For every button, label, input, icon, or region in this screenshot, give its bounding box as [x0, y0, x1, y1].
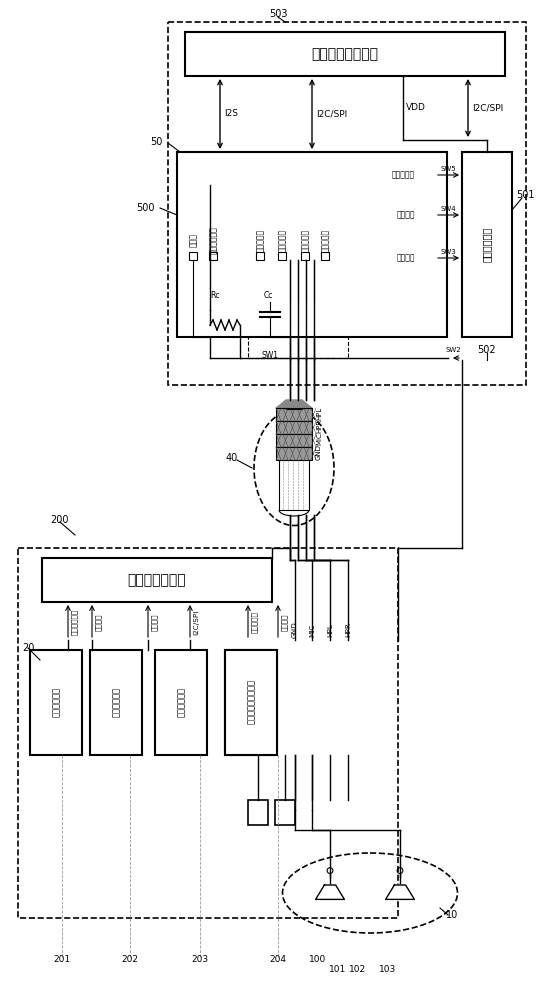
Bar — [276, 421, 312, 434]
Text: 共用数据管理系统: 共用数据管理系统 — [312, 47, 379, 61]
Polygon shape — [276, 400, 312, 408]
Text: 103: 103 — [379, 966, 397, 974]
Polygon shape — [386, 885, 415, 899]
Text: 地线口: 地线口 — [189, 233, 197, 247]
Text: 时钟信号: 时钟信号 — [95, 613, 102, 631]
Bar — [18, 548, 398, 918]
Text: I2C/SPI: I2C/SPI — [472, 104, 503, 112]
Text: SW5: SW5 — [440, 166, 456, 172]
Text: 40: 40 — [226, 453, 238, 463]
Bar — [276, 434, 312, 447]
Text: 时钟接口: 时钟接口 — [397, 211, 415, 220]
Text: 502: 502 — [478, 345, 496, 355]
Text: 500: 500 — [137, 203, 155, 213]
Text: 20: 20 — [22, 643, 34, 653]
Text: 数字视频信号: 数字视频信号 — [71, 609, 78, 635]
Text: 主麦克风模块: 主麦克风模块 — [52, 687, 60, 717]
Bar — [276, 447, 312, 460]
Text: HPL: HPL — [316, 406, 322, 420]
Text: 10: 10 — [446, 910, 458, 920]
Bar — [248, 800, 268, 825]
Text: 主时钟接口: 主时钟接口 — [392, 170, 415, 180]
Text: 50: 50 — [151, 137, 163, 147]
Text: VDD: VDD — [406, 104, 426, 112]
Bar — [225, 650, 277, 755]
Text: HPR: HPR — [345, 623, 351, 637]
Bar — [256, 252, 264, 260]
Bar — [321, 252, 329, 260]
Text: 可选接口: 可选接口 — [151, 613, 158, 631]
Text: 204: 204 — [269, 956, 287, 964]
Bar — [278, 252, 286, 260]
Text: 左声道接口: 左声道接口 — [300, 228, 310, 252]
Text: MIC: MIC — [316, 433, 322, 445]
Text: Cc: Cc — [263, 292, 273, 300]
Text: 附加功能模块: 附加功能模块 — [176, 687, 186, 717]
Bar — [286, 400, 302, 409]
Text: 203: 203 — [191, 956, 208, 964]
Bar — [168, 22, 526, 385]
Text: 200: 200 — [50, 515, 69, 525]
Text: 主机转换模块: 主机转换模块 — [482, 226, 492, 262]
Bar — [279, 460, 309, 510]
Text: 电源信号: 电源信号 — [281, 613, 288, 631]
Polygon shape — [316, 885, 344, 899]
Text: GND: GND — [316, 444, 322, 460]
Bar — [301, 252, 309, 260]
Text: 耳麦识别口: 耳麦识别口 — [277, 228, 287, 252]
Bar — [248, 300, 348, 358]
Text: 接口选择模块: 接口选择模块 — [112, 687, 121, 717]
Text: 201: 201 — [53, 956, 71, 964]
Text: HPL: HPL — [327, 623, 333, 637]
Text: I2C/SPI: I2C/SPI — [193, 609, 199, 635]
Bar — [42, 558, 272, 602]
Bar — [177, 152, 447, 337]
Bar — [155, 650, 207, 755]
Bar — [462, 152, 512, 337]
Text: GND: GND — [292, 622, 298, 638]
Bar — [275, 800, 295, 825]
Text: 数据接口: 数据接口 — [397, 253, 415, 262]
Text: 主时钟信号: 主时钟信号 — [251, 611, 258, 633]
Text: SW2: SW2 — [445, 347, 461, 353]
Text: 202: 202 — [121, 956, 139, 964]
Text: 大机架管理系统: 大机架管理系统 — [128, 573, 186, 587]
Text: I2S: I2S — [224, 109, 238, 118]
Text: SW4: SW4 — [440, 206, 456, 212]
Text: 503: 503 — [269, 9, 287, 19]
Bar — [209, 252, 217, 260]
Bar — [189, 252, 197, 260]
Text: 耳麦接入口: 耳麦接入口 — [256, 228, 264, 252]
Bar — [225, 650, 277, 755]
Text: I2C/SPI: I2C/SPI — [316, 109, 347, 118]
Bar — [90, 650, 142, 755]
Text: 右声道接口: 右声道接口 — [320, 228, 330, 252]
Text: SW1: SW1 — [262, 351, 279, 360]
Text: 102: 102 — [349, 966, 367, 974]
Text: 偏置电压接口: 偏置电压接口 — [208, 226, 218, 254]
Bar — [185, 32, 505, 76]
Text: HPR: HPR — [316, 419, 322, 433]
Bar — [276, 408, 312, 421]
Text: 时钟及电源提取模块: 时钟及电源提取模块 — [246, 680, 256, 724]
Text: 100: 100 — [310, 956, 326, 964]
Text: 101: 101 — [329, 966, 347, 974]
Text: Rc: Rc — [210, 292, 220, 300]
Text: SW3: SW3 — [440, 249, 456, 255]
Bar — [30, 650, 82, 755]
Text: MIC: MIC — [309, 623, 315, 637]
Text: 501: 501 — [516, 190, 534, 200]
